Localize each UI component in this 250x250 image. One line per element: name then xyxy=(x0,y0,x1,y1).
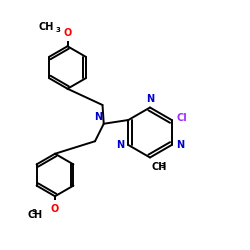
Text: C: C xyxy=(34,214,41,224)
Text: O: O xyxy=(64,28,72,38)
Text: O: O xyxy=(56,204,64,214)
Bar xyxy=(30,16,80,41)
Text: CH: CH xyxy=(37,18,52,28)
Text: O: O xyxy=(64,28,72,38)
Text: 3: 3 xyxy=(56,27,61,33)
Text: 3: 3 xyxy=(57,24,62,30)
Bar xyxy=(18,200,80,225)
Text: CH: CH xyxy=(38,22,54,32)
Bar xyxy=(25,205,75,222)
Text: N: N xyxy=(176,140,184,150)
Text: H: H xyxy=(38,214,46,224)
Text: N: N xyxy=(146,94,154,104)
Text: H: H xyxy=(44,204,52,214)
Text: H: H xyxy=(33,210,41,220)
Text: 3: 3 xyxy=(160,163,165,169)
Text: Cl: Cl xyxy=(176,113,187,123)
Text: O: O xyxy=(51,204,59,214)
Text: O: O xyxy=(51,204,59,214)
Text: O: O xyxy=(51,204,59,214)
Text: CH: CH xyxy=(151,162,166,172)
Text: N: N xyxy=(94,112,102,122)
Text: 3: 3 xyxy=(32,209,36,215)
Text: H: H xyxy=(34,213,42,223)
Text: C: C xyxy=(28,210,35,220)
Text: N: N xyxy=(116,140,124,150)
